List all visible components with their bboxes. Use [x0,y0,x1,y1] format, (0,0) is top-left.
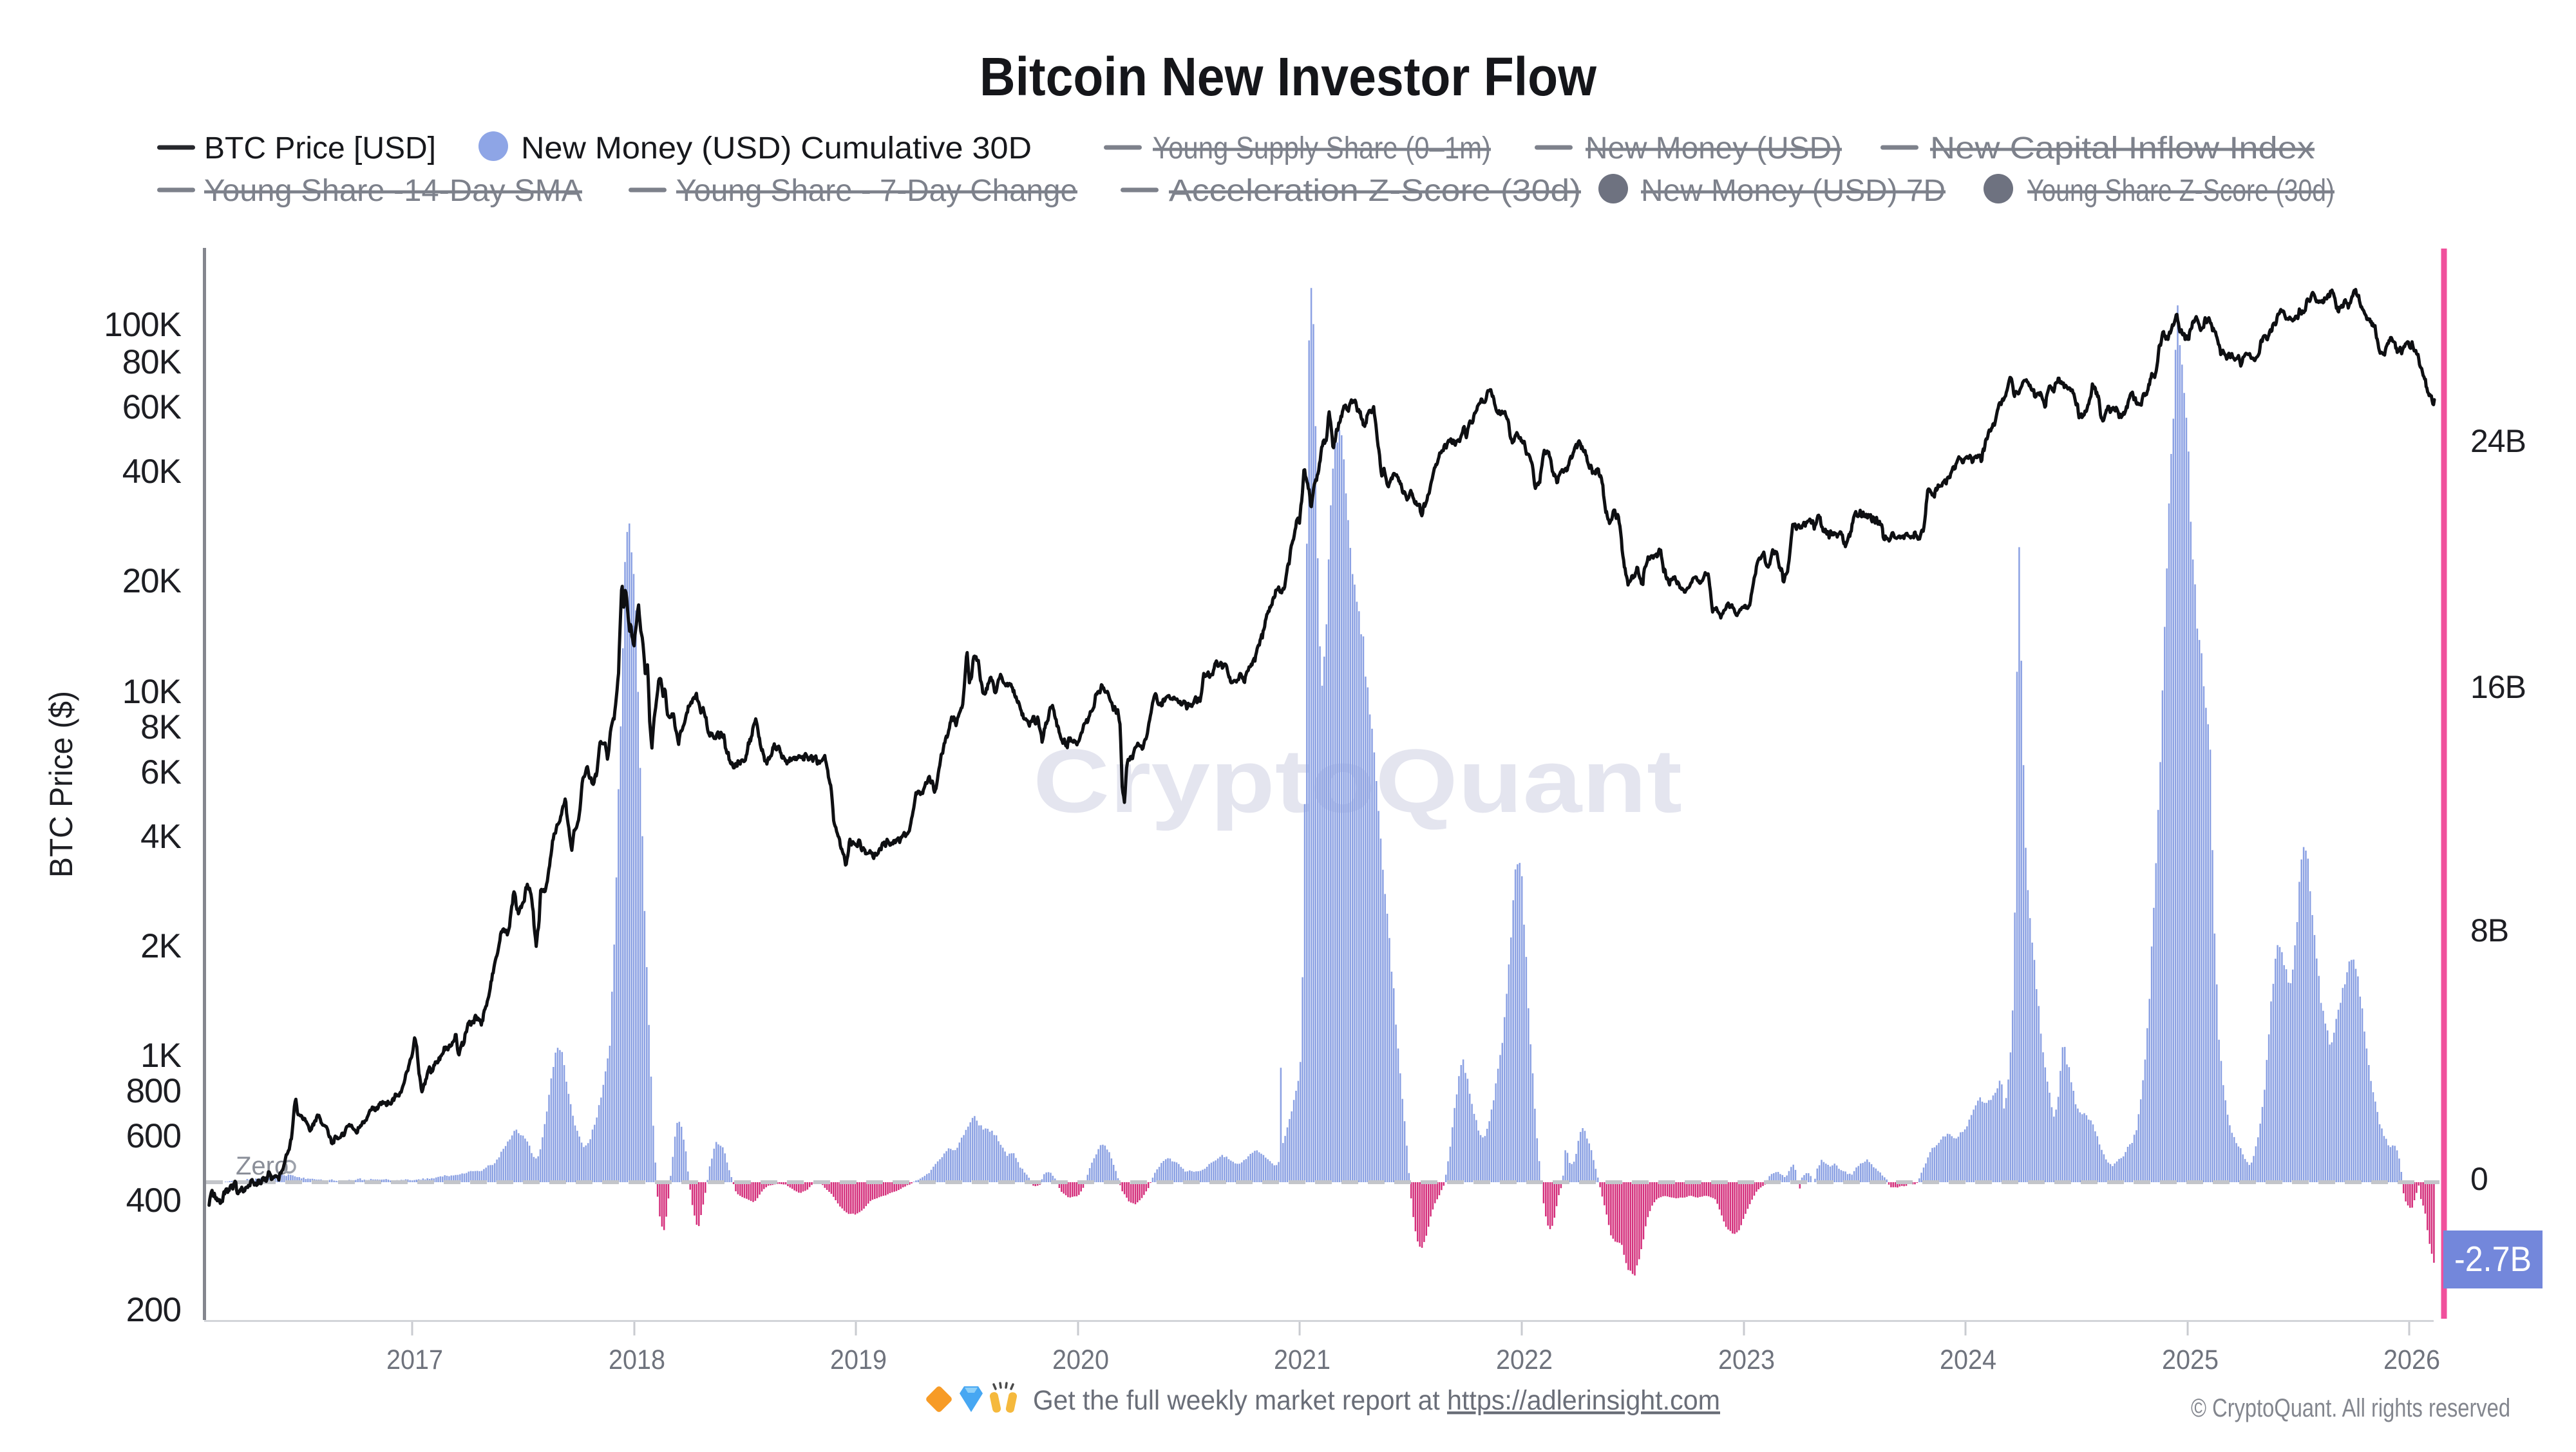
svg-text:4K: 4K [140,818,181,856]
svg-text:Young Share - 7-Day Change: Young Share - 7-Day Change [676,174,1077,208]
svg-text:40K: 40K [122,453,182,491]
svg-text:2026: 2026 [2383,1344,2440,1375]
svg-text:10K: 10K [122,673,182,711]
svg-text:2022: 2022 [1496,1344,1553,1375]
svg-text:8B: 8B [2470,912,2508,948]
svg-text:8K: 8K [140,708,181,746]
svg-text:20K: 20K [122,562,182,600]
svg-text:Bitcoin New Investor Flow: Bitcoin New Investor Flow [980,46,1597,107]
svg-text:2020: 2020 [1052,1344,1109,1375]
svg-text:Get the full weekly market rep: Get the full weekly market report at htt… [1033,1385,1720,1416]
svg-text:200: 200 [126,1291,181,1329]
svg-text:2023: 2023 [1718,1344,1775,1375]
svg-text:2021: 2021 [1274,1344,1331,1375]
svg-text:100K: 100K [104,306,181,344]
svg-text:24B: 24B [2470,423,2526,459]
svg-text:2018: 2018 [609,1344,665,1375]
svg-text:New Capital Inflow Index: New Capital Inflow Index [1930,131,2315,165]
svg-text:0: 0 [2470,1161,2488,1197]
svg-text:2025: 2025 [2162,1344,2219,1375]
svg-text:60K: 60K [122,388,182,426]
svg-text:2019: 2019 [830,1344,887,1375]
svg-text:Young Share -14-Day SMA: Young Share -14-Day SMA [204,174,582,208]
svg-text:1K: 1K [140,1037,181,1075]
svg-text:800: 800 [126,1072,181,1110]
svg-text:6K: 6K [140,753,181,791]
svg-text:New Money (USD) Cumulative 30D: New Money (USD) Cumulative 30D [521,131,1032,165]
svg-text:BTC Price [USD]: BTC Price [USD] [204,131,436,165]
svg-text:2K: 2K [140,927,181,965]
svg-text:-2.7B: -2.7B [2454,1239,2532,1279]
svg-text:400: 400 [126,1182,181,1220]
svg-text:New Money (USD) 7D: New Money (USD) 7D [1641,174,1946,208]
svg-text:16B: 16B [2470,669,2526,705]
svg-text:2017: 2017 [386,1344,443,1375]
svg-text:New Money (USD): New Money (USD) [1586,131,1842,165]
svg-text:© CryptoQuant. All rights rese: © CryptoQuant. All rights reserved [2191,1394,2510,1422]
svg-text:Acceleration Z-Score (30d): Acceleration Z-Score (30d) [1169,174,1581,208]
svg-text:BTC Price ($): BTC Price ($) [43,691,79,878]
svg-text:80K: 80K [122,343,182,381]
svg-text:2024: 2024 [1940,1344,1996,1375]
svg-text:600: 600 [126,1117,181,1155]
svg-text:Young Supply Share (0–1m): Young Supply Share (0–1m) [1153,131,1491,165]
svg-text:Young Share Z-Score (30d): Young Share Z-Score (30d) [2027,174,2334,208]
